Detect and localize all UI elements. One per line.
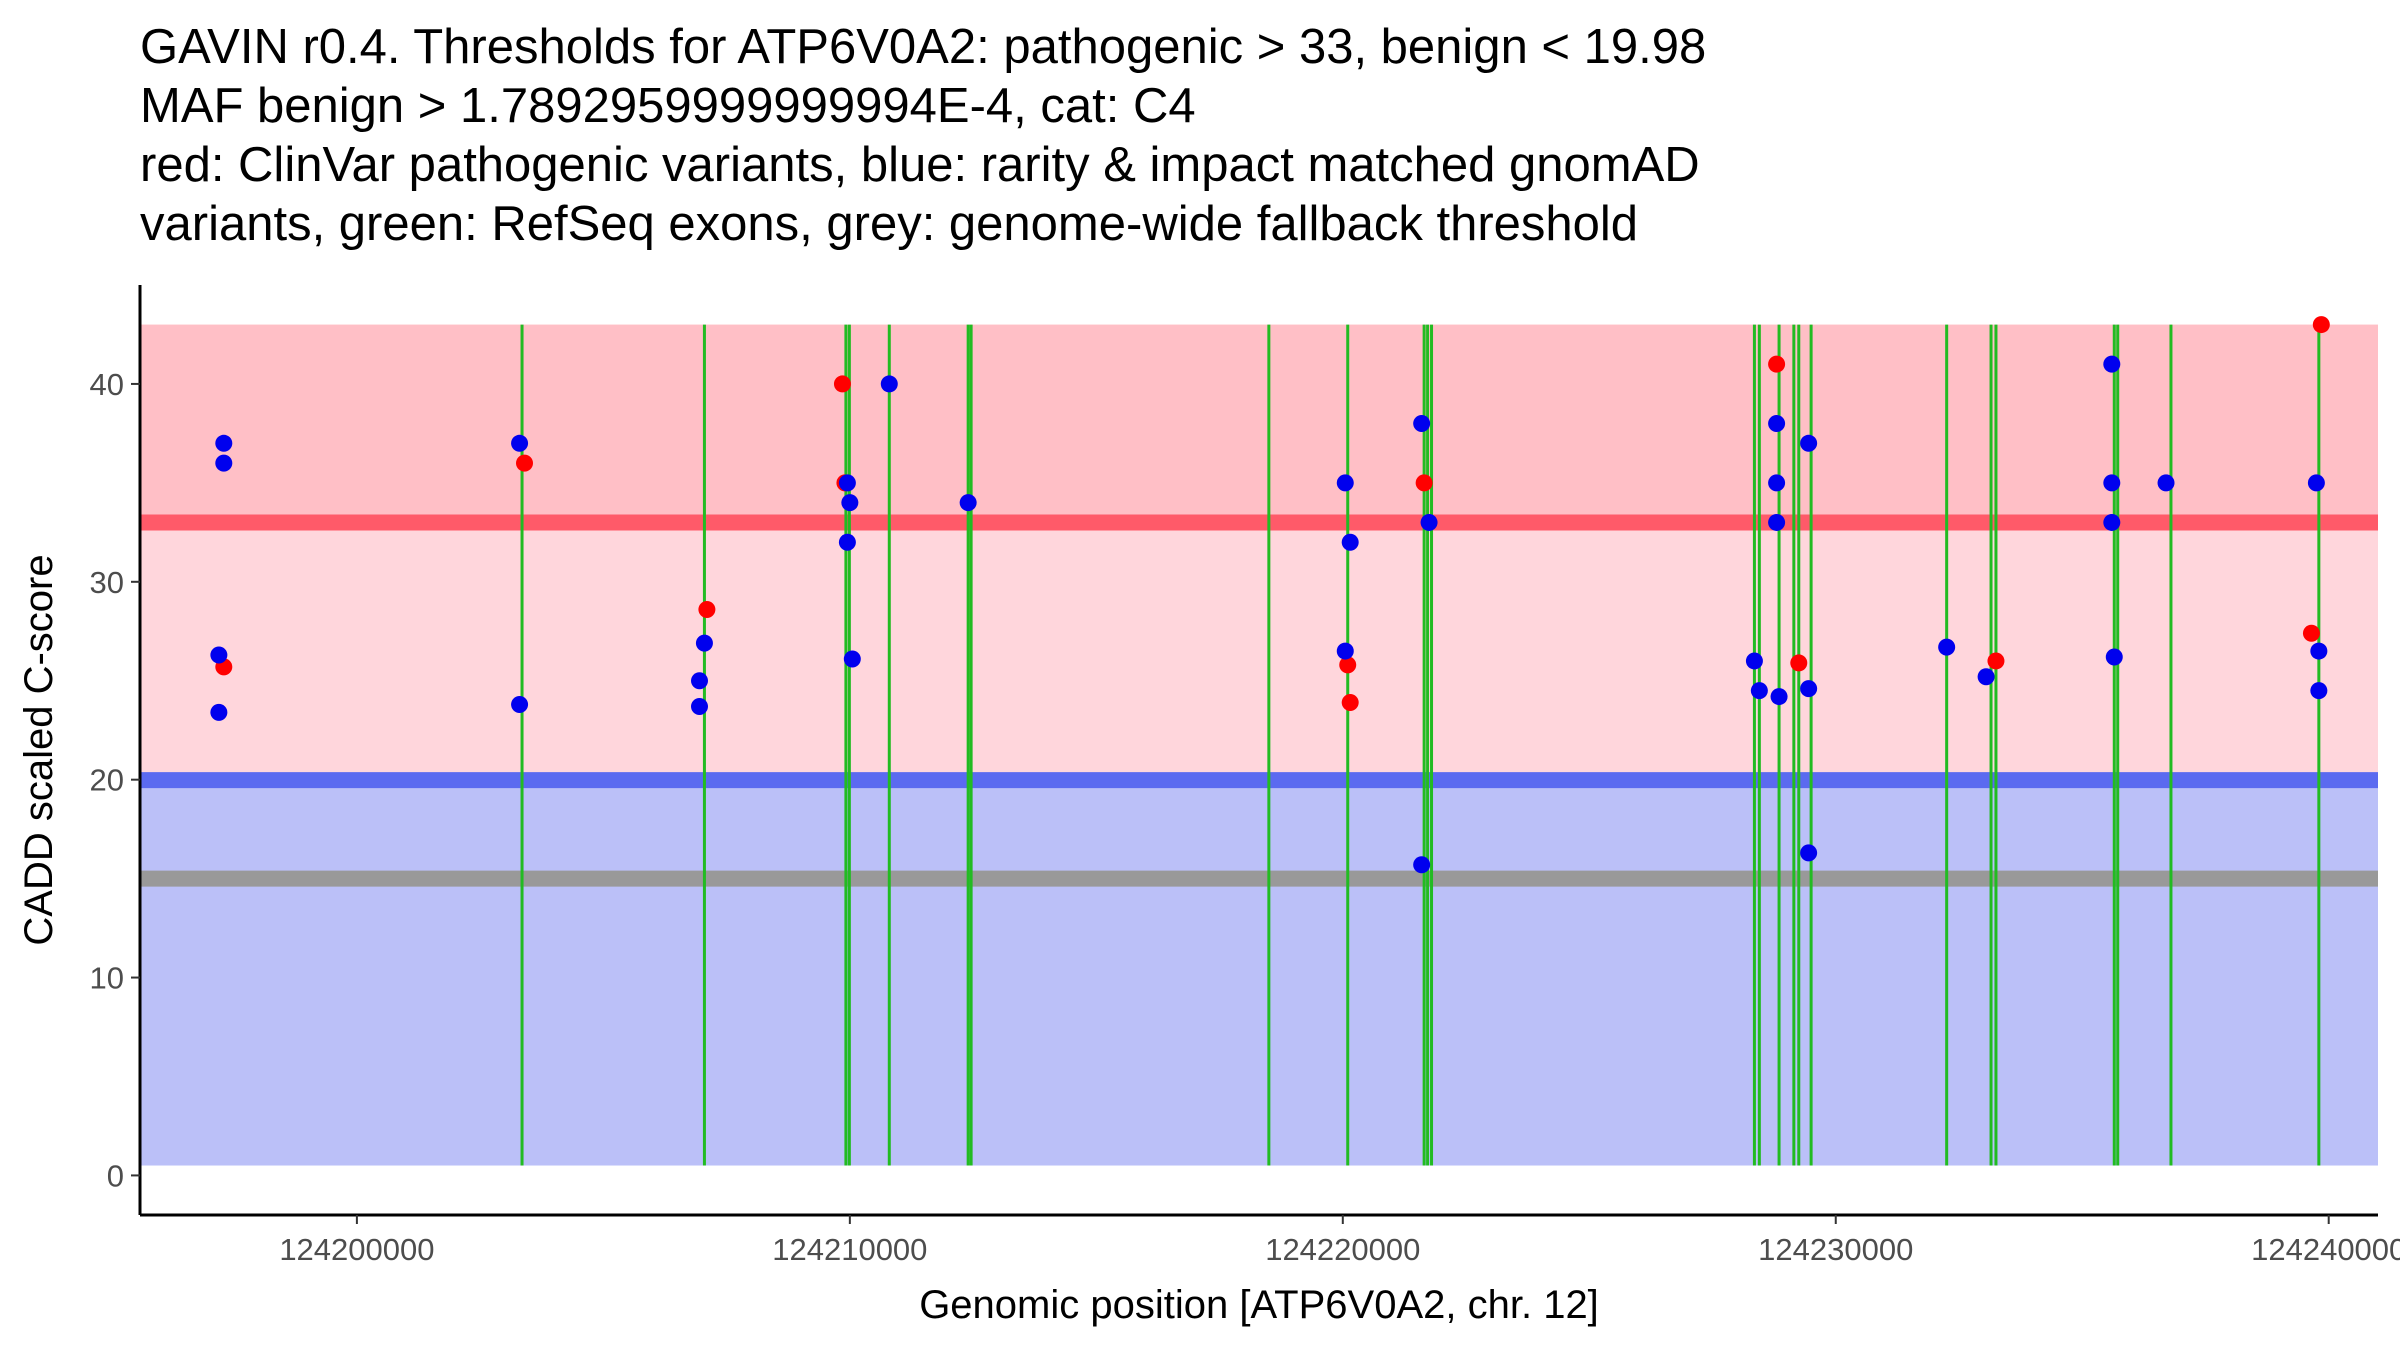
gnomad-point — [1341, 533, 1359, 551]
x-tick-label: 124210000 — [772, 1232, 927, 1267]
gnomad-point — [1800, 844, 1818, 862]
gnomad-point — [2103, 474, 2121, 492]
gnomad-point — [695, 634, 713, 652]
y-tick-label: 30 — [90, 565, 124, 600]
y-tick-label: 10 — [90, 961, 124, 996]
gnomad-point — [2105, 648, 2123, 666]
y-axis-title: CADD scaled C-score — [17, 554, 61, 945]
gnomad-point — [2310, 682, 2328, 700]
x-tick-label: 124220000 — [1265, 1232, 1420, 1267]
gnomad-point — [210, 646, 228, 664]
gnomad-point — [1800, 434, 1818, 452]
gnomad-point — [838, 533, 856, 551]
clinvar-point — [1987, 652, 2005, 670]
clinvar-point — [1768, 355, 1786, 373]
clinvar-point — [1790, 654, 1808, 672]
gnomad-point — [215, 434, 233, 452]
gnomad-point — [1768, 474, 1786, 492]
gnomad-point — [841, 494, 859, 512]
gnomad-point — [1745, 652, 1763, 670]
clinvar-point — [1415, 474, 1433, 492]
x-axis-title: Genomic position [ATP6V0A2, chr. 12] — [919, 1283, 1599, 1327]
gnomad-point — [1768, 415, 1786, 433]
gnomad-point — [959, 494, 977, 512]
gnomad-point — [1770, 688, 1788, 706]
gnomad-point — [1413, 856, 1431, 874]
variant-points — [210, 316, 2330, 874]
gnomad-point — [511, 434, 529, 452]
gnomad-point — [838, 474, 856, 492]
gnomad-point — [880, 375, 898, 393]
gnomad-point — [2157, 474, 2175, 492]
gnomad-point — [2103, 513, 2121, 531]
gnomad-point — [1768, 513, 1786, 531]
gnomad-point — [2310, 642, 2328, 660]
clinvar-point — [516, 454, 534, 472]
pathogenic-region — [141, 324, 2378, 523]
x-tick-label: 124230000 — [1758, 1232, 1913, 1267]
gnomad-point — [2103, 355, 2121, 373]
gnomad-point — [1800, 680, 1818, 698]
gnomad-point — [1336, 642, 1354, 660]
chart-title-line: variants, green: RefSeq exons, grey: gen… — [140, 197, 1639, 251]
y-tick-label: 0 — [107, 1158, 124, 1193]
gnomad-point — [1977, 668, 1995, 686]
chart-title: GAVIN r0.4. Thresholds for ATP6V0A2: pat… — [140, 18, 1706, 254]
axes: 0 10 20 30 40 124200000 124210000 124220000 1242… — [90, 285, 2400, 1267]
gnomad-point — [1750, 682, 1768, 700]
threshold-regions — [141, 324, 2378, 1166]
y-tick-label: 40 — [90, 367, 124, 402]
clinvar-point — [833, 375, 851, 393]
gnomad-point — [1336, 474, 1354, 492]
chart-title-line: MAF benign > 1.7892959999999994E-4, cat:… — [140, 79, 1196, 133]
clinvar-point — [1341, 694, 1359, 712]
x-tick-label: 124200000 — [279, 1232, 434, 1267]
chart-title-line: GAVIN r0.4. Thresholds for ATP6V0A2: pat… — [140, 20, 1707, 74]
x-tick-label: 124240000 — [2251, 1232, 2400, 1267]
chart-title-line: red: ClinVar pathogenic variants, blue: … — [140, 138, 1700, 192]
clinvar-point — [698, 601, 716, 619]
gnomad-point — [215, 454, 233, 472]
gnomad-point — [210, 703, 228, 721]
gnomad-point — [691, 697, 708, 715]
clinvar-point — [1339, 656, 1357, 674]
gnomad-point — [843, 650, 861, 668]
benign-region — [141, 780, 2378, 1166]
vus-region — [141, 522, 2378, 781]
y-tick-label: 20 — [90, 763, 124, 798]
exon-lines — [520, 324, 2321, 1166]
gnomad-point — [511, 695, 529, 713]
gnomad-point — [691, 672, 708, 690]
gnomad-point — [1938, 638, 1956, 656]
clinvar-point — [2302, 624, 2320, 642]
gnomad-point — [1420, 513, 1438, 531]
gnomad-point — [1413, 415, 1431, 433]
gnomad-point — [2307, 474, 2325, 492]
clinvar-point — [2312, 316, 2330, 334]
